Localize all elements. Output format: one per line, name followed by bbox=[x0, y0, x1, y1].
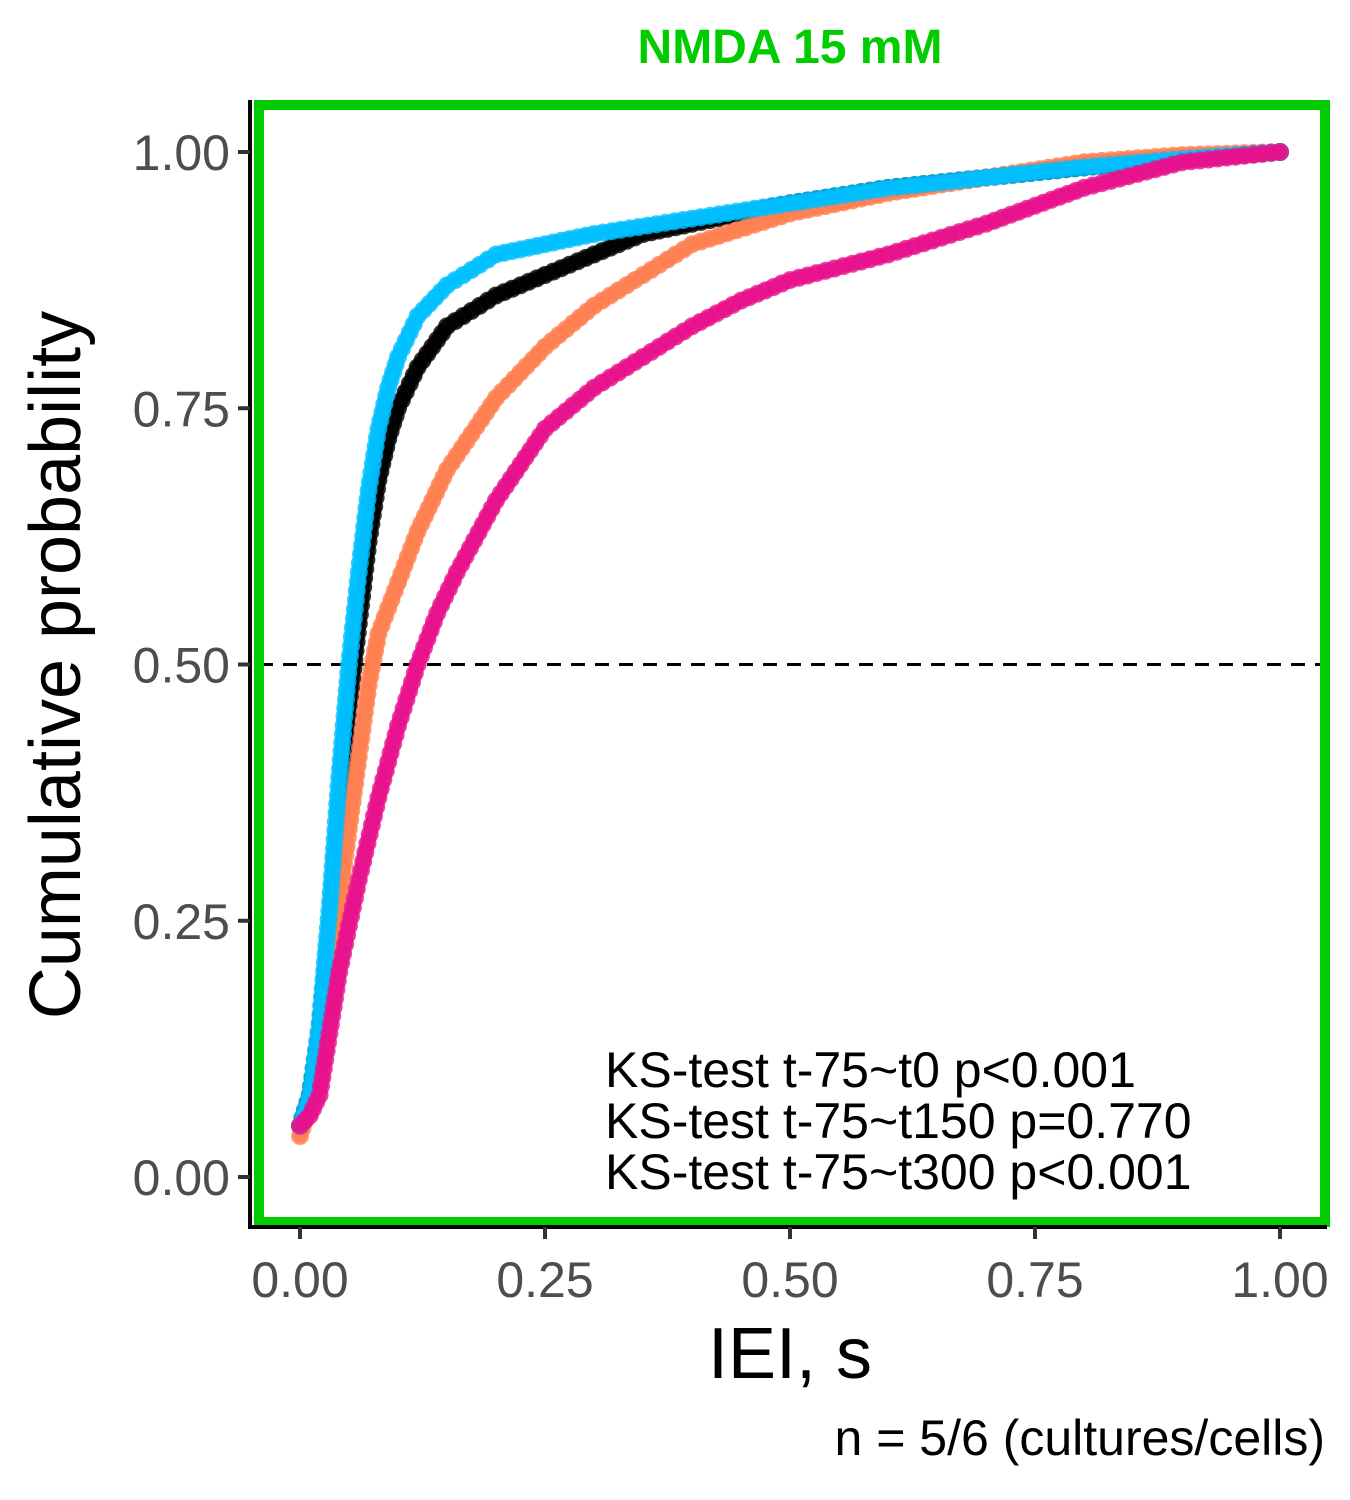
y-axis-label: Cumulative probability bbox=[16, 311, 96, 1019]
x-axis-label: IEI, s bbox=[708, 1314, 872, 1394]
y-tick-label: 0.00 bbox=[133, 1150, 230, 1206]
x-tick-label: 1.00 bbox=[1231, 1252, 1328, 1308]
ks-test-annotation-3: KS-test t-75~t300 p<0.001 bbox=[605, 1144, 1192, 1200]
y-tick-label: 0.25 bbox=[133, 894, 230, 950]
x-tick-label: 0.00 bbox=[251, 1252, 348, 1308]
axes: 0.00 0.25 0.50 0.75 1.00 0.00 0.25 0.50 0.75 1.0… bbox=[133, 100, 1329, 1308]
ks-test-annotations: KS-test t-75~t0 p<0.001 KS-test t-75~t15… bbox=[605, 1042, 1192, 1200]
series-layer bbox=[291, 143, 1289, 1145]
highlight-frame bbox=[254, 100, 1330, 1227]
x-tick-label: 0.75 bbox=[986, 1252, 1083, 1308]
series-3-point bbox=[1271, 143, 1289, 161]
y-tick-label: 0.50 bbox=[133, 638, 230, 694]
x-tick-label: 0.25 bbox=[496, 1252, 593, 1308]
series-3 bbox=[291, 143, 1289, 1135]
y-tick-label: 0.75 bbox=[133, 381, 230, 437]
series-2 bbox=[291, 143, 1289, 1135]
sample-size-caption: n = 5/6 (cultures/cells) bbox=[835, 1410, 1325, 1466]
ks-test-annotation-1: KS-test t-75~t0 p<0.001 bbox=[605, 1042, 1136, 1098]
plot-area bbox=[254, 100, 1330, 1227]
x-tick-label: 0.50 bbox=[741, 1252, 838, 1308]
series-1-curve bbox=[293, 145, 1287, 1143]
y-tick-label: 1.00 bbox=[133, 125, 230, 181]
x-ticks: 0.00 0.25 0.50 0.75 1.00 bbox=[251, 1227, 1329, 1308]
y-ticks: 0.00 0.25 0.50 0.75 1.00 bbox=[133, 125, 250, 1206]
ks-test-annotation-2: KS-test t-75~t150 p=0.770 bbox=[605, 1093, 1192, 1149]
chart-title: NMDA 15 mM bbox=[638, 21, 943, 74]
